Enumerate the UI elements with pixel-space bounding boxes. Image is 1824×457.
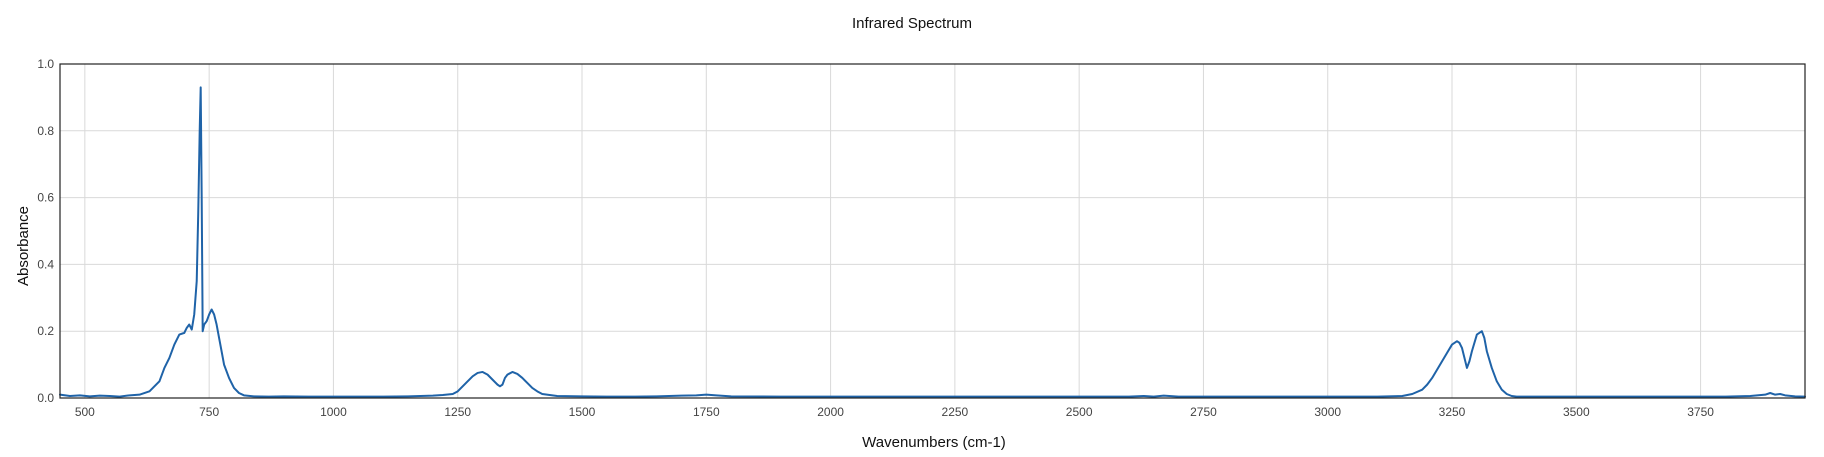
x-tick-label: 1000 xyxy=(320,405,347,419)
x-tick-label: 2250 xyxy=(942,405,969,419)
x-tick-label: 3000 xyxy=(1314,405,1341,419)
y-tick-label: 0.4 xyxy=(37,257,54,271)
series-layer xyxy=(59,86,1806,398)
chart-title: Infrared Spectrum xyxy=(852,15,972,32)
y-tick-label: 0.2 xyxy=(37,324,54,338)
y-tick-label: 0.0 xyxy=(37,391,54,405)
y-tick-label: 0.6 xyxy=(37,191,54,205)
x-tick-label: 1250 xyxy=(444,405,471,419)
x-tick-label: 2000 xyxy=(817,405,844,419)
x-tick-label: 2750 xyxy=(1190,405,1217,419)
x-tick-label: 3750 xyxy=(1687,405,1714,419)
x-tick-label: 500 xyxy=(75,405,95,419)
x-axis-label: Wavenumbers (cm-1) xyxy=(862,434,1006,451)
plot-frame xyxy=(59,63,1806,399)
x-tick-label: 1500 xyxy=(569,405,596,419)
spectrum-series-line xyxy=(59,86,1806,398)
y-tick-label: 0.8 xyxy=(37,124,54,138)
y-tick-label: 1.0 xyxy=(37,57,54,71)
x-tick-label: 3250 xyxy=(1439,405,1466,419)
y-axis-label: Absorbance xyxy=(15,206,32,286)
x-axis-ticks: 500 750 1000 1250 1500 1750 2000 2250 2500 2750 30… xyxy=(75,405,1714,419)
grid-lines xyxy=(60,63,1805,399)
y-axis-ticks: 0.0 0.2 0.4 0.6 0.8 1.0 xyxy=(37,57,54,405)
x-tick-label: 1750 xyxy=(693,405,720,419)
x-tick-label: 750 xyxy=(199,405,219,419)
x-tick-label: 2500 xyxy=(1066,405,1093,419)
x-tick-label: 3500 xyxy=(1563,405,1590,419)
